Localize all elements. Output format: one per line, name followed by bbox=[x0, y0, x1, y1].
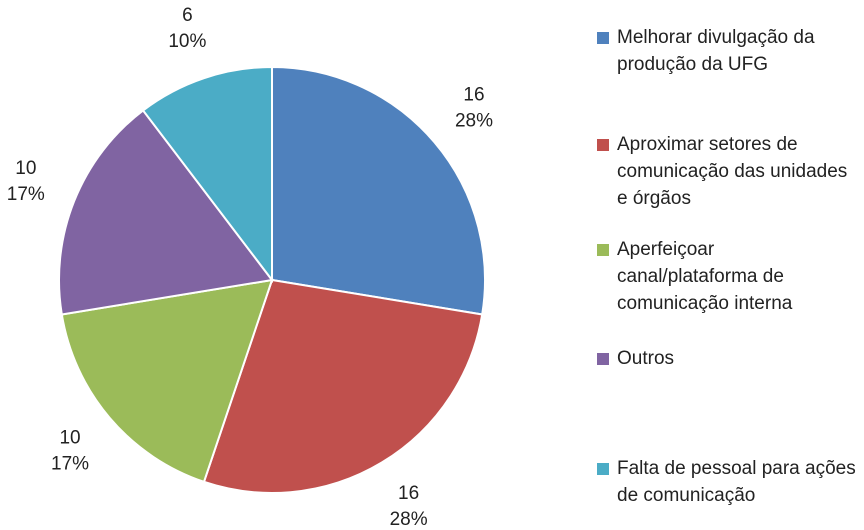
legend-label: Falta de pessoal para ações de comunicaç… bbox=[617, 458, 856, 506]
percent-label: 28% bbox=[455, 110, 493, 131]
legend-swatch bbox=[597, 353, 609, 365]
percent-label: 17% bbox=[51, 454, 89, 475]
value-label: 6 bbox=[182, 5, 193, 26]
value-label: 16 bbox=[398, 483, 419, 504]
pie-slice bbox=[58, 109, 274, 316]
legend-label: Aproximar setores de comunicação das uni… bbox=[617, 134, 848, 209]
legend-item: Aperfeiçoar canal/plataforma de comunica… bbox=[597, 236, 859, 317]
percent-label: 28% bbox=[390, 509, 428, 530]
legend-label: Outros bbox=[617, 348, 675, 369]
value-label: 10 bbox=[59, 428, 80, 449]
legend-item: Melhorar divulgação da produção da UFG bbox=[597, 24, 859, 78]
legend-item: Aproximar setores de comunicação das uni… bbox=[597, 131, 859, 212]
legend-item: Falta de pessoal para ações de comunicaç… bbox=[597, 455, 859, 509]
chart: 16 28% 16 28% 10 17% 10 17% 6 10% bbox=[7, 5, 493, 530]
legend-swatch bbox=[597, 32, 609, 44]
percent-label: 10% bbox=[168, 31, 206, 52]
value-label: 10 bbox=[15, 158, 36, 179]
legend-swatch bbox=[597, 139, 609, 151]
legend-swatch bbox=[597, 244, 609, 256]
legend-item: Outros bbox=[597, 345, 859, 372]
pie-slice bbox=[271, 65, 486, 316]
legend-swatch bbox=[597, 463, 609, 475]
legend-label: Melhorar divulgação da produção da UFG bbox=[617, 27, 815, 75]
pie-slice bbox=[202, 278, 484, 494]
legend-label: Aperfeiçoar canal/plataforma de comunica… bbox=[617, 239, 793, 314]
pie-slice bbox=[141, 65, 273, 283]
pie-slice bbox=[60, 278, 274, 484]
percent-label: 17% bbox=[7, 184, 45, 205]
value-label: 16 bbox=[463, 84, 484, 105]
